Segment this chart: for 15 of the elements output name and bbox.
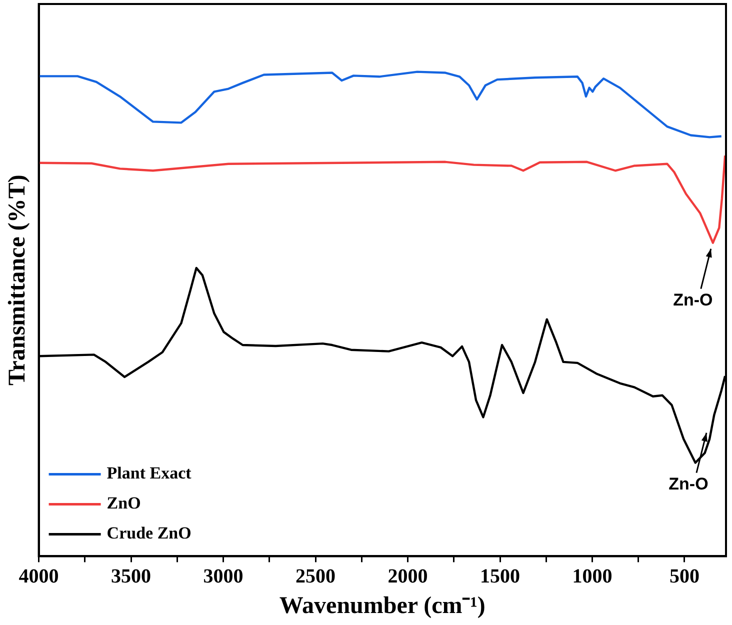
legend-label: Plant Exact [106,464,192,483]
annotation: Zn-O [673,290,713,310]
x-tick-label: 3000 [203,565,244,588]
legend-label: Crude ZnO [106,524,192,543]
x-tick-label: 2500 [296,565,336,588]
y-axis-title: Transmittance (%T) [4,174,31,386]
x-tick-label: 500 [669,565,700,588]
annotation: Zn-O [668,474,708,494]
x-tick-label: 2000 [388,565,428,588]
x-tick-label: 1000 [572,565,612,588]
x-tick-label: 3500 [111,565,152,588]
legend-label: ZnO [106,494,141,513]
x-tick-label: 1500 [480,565,520,588]
x-tick-label: 4000 [18,565,59,588]
x-axis-title: Wavenumber (cm⁻¹) [279,592,486,619]
